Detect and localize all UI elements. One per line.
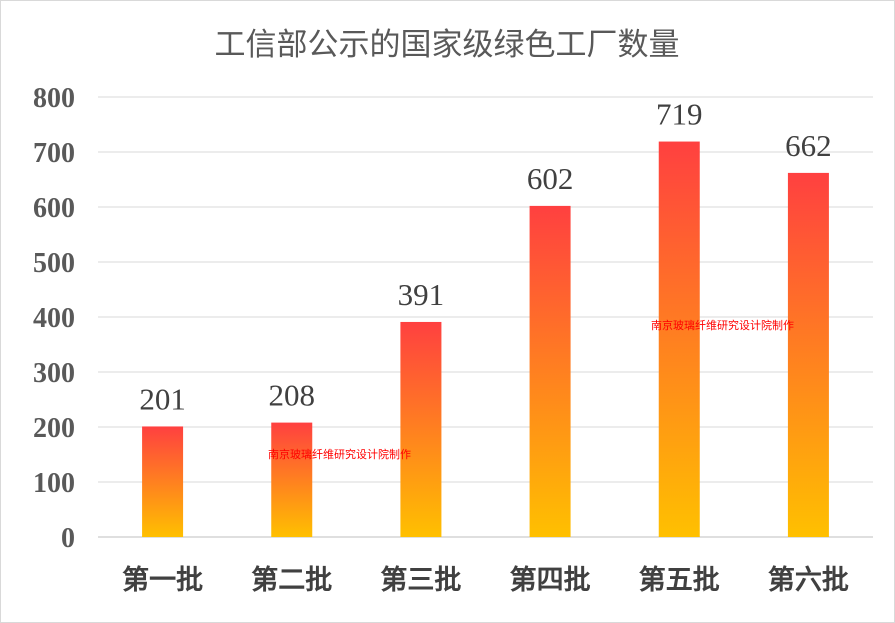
y-tick-label: 0: [61, 523, 75, 554]
bar: [787, 172, 829, 537]
data-label: 662: [785, 128, 832, 163]
chart-title: 工信部公示的国家级绿色工厂数量: [215, 27, 680, 63]
y-axis-ticks: 0 100 200 300 400 500 600 700 800: [33, 83, 75, 554]
bar: [400, 321, 442, 537]
x-tick-label: 第二批: [251, 564, 332, 596]
data-label: 201: [139, 381, 186, 416]
bar: [529, 205, 571, 537]
bars: [142, 141, 829, 538]
y-tick-label: 400: [33, 303, 75, 334]
x-tick-label: 第三批: [380, 564, 461, 596]
y-tick-label: 700: [33, 138, 75, 169]
data-label: 208: [269, 378, 316, 413]
x-tick-label: 第六批: [768, 564, 849, 596]
x-axis-ticks: 第一批 第二批 第三批 第四批 第五批 第六批: [122, 564, 849, 596]
data-label: 719: [656, 97, 703, 132]
watermark-text-left: 南京玻璃纤维研究设计院制作: [268, 447, 411, 461]
x-tick-label: 第五批: [639, 564, 720, 596]
y-tick-label: 300: [33, 358, 75, 389]
y-tick-label: 100: [33, 468, 75, 499]
y-tick-label: 800: [33, 83, 75, 114]
x-tick-label: 第四批: [510, 564, 591, 596]
bar: [142, 426, 184, 537]
y-tick-label: 200: [33, 413, 75, 444]
bar: [658, 141, 700, 538]
bar: [271, 422, 313, 537]
data-label: 602: [527, 161, 574, 196]
gridlines: [98, 96, 873, 538]
data-label: 391: [398, 277, 445, 312]
x-tick-label: 第一批: [122, 564, 203, 596]
y-tick-label: 600: [33, 193, 75, 224]
y-tick-label: 500: [33, 248, 75, 279]
watermark-text-right: 南京玻璃纤维研究设计院制作: [651, 318, 794, 332]
data-labels: 201 208 391 602 719 662: [139, 97, 831, 417]
